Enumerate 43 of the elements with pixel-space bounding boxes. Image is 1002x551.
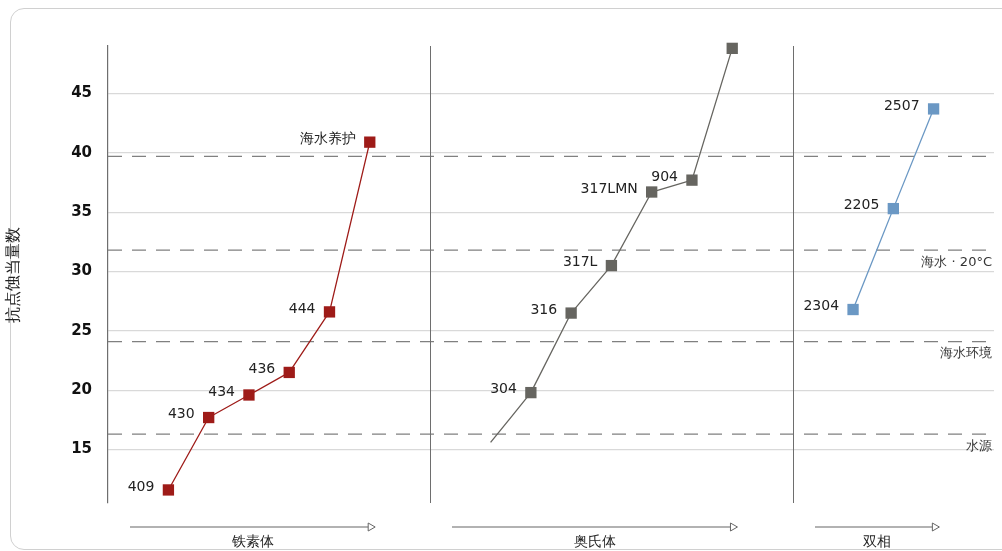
y-tick-label: 45: [71, 83, 92, 102]
annotation: 434: [208, 382, 236, 399]
annotation: 304: [490, 380, 517, 397]
y-tick-label: 15: [71, 439, 92, 458]
annotation: 317LMN: [580, 179, 638, 196]
point: [605, 259, 618, 272]
y-tick-label: 20: [71, 380, 92, 399]
text: 双相: [862, 533, 891, 551]
y-axis-title: 抗点蚀当量数: [2, 226, 22, 323]
annotation: 316: [530, 300, 558, 317]
point: [927, 103, 940, 115]
annotation: 2507: [883, 96, 920, 113]
point: [887, 202, 899, 215]
text: 奥氏体: [573, 533, 616, 551]
point: [243, 389, 255, 401]
annotation: 444: [288, 299, 316, 316]
point: [726, 42, 738, 55]
point: [646, 186, 658, 198]
y-tick-label: 35: [71, 202, 92, 221]
annotation: 409: [127, 477, 155, 494]
y-tick-label: 40: [71, 142, 92, 161]
annotation: 2205: [843, 196, 880, 213]
y-tick-label: 30: [71, 261, 92, 280]
annotation: 436: [248, 360, 276, 377]
point: [686, 174, 698, 186]
annotation: 海水养护: [299, 129, 356, 146]
annotation: 904: [651, 167, 679, 184]
point: [203, 411, 215, 424]
point: [283, 366, 295, 379]
point: [162, 484, 175, 496]
text: 铁素体: [231, 533, 274, 551]
ref-line-label: 海水环境: [940, 345, 992, 361]
annotation: 430: [167, 405, 195, 422]
annotation: 2304: [803, 297, 840, 314]
point: [364, 136, 376, 148]
point: [565, 307, 577, 319]
point: [323, 306, 336, 318]
point: [525, 386, 537, 399]
point: [847, 303, 859, 316]
y-tick-label: 25: [71, 320, 92, 339]
ref-line-label: 海水 · 20°C: [921, 254, 992, 270]
annotation: 317L: [562, 253, 598, 270]
ref-line-label: 水源: [966, 438, 992, 454]
